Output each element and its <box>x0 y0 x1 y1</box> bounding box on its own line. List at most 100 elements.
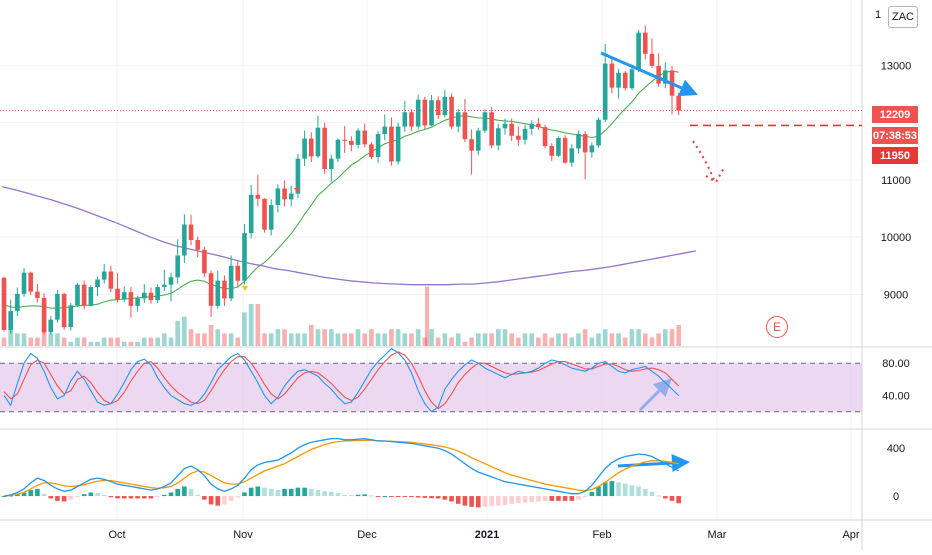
price-tick-label: 10000 <box>881 232 912 244</box>
candle-body <box>335 139 341 159</box>
candle-body <box>242 233 247 281</box>
macd-histogram-bar <box>182 486 187 497</box>
candle-body <box>542 127 548 147</box>
volume-bar <box>542 333 548 346</box>
macd-histogram-bar <box>375 496 381 498</box>
volume-bar <box>549 337 555 346</box>
volume-bar <box>35 337 40 346</box>
volume-bar <box>315 329 321 346</box>
candle-body <box>28 272 34 292</box>
macd-histogram-bar <box>669 496 675 501</box>
macd-histogram-bar <box>449 496 454 502</box>
candle-body <box>228 265 234 299</box>
candle-body <box>322 127 327 169</box>
macd-histogram-bar <box>482 496 488 507</box>
stochastic-d-line <box>3 351 680 410</box>
candle-body <box>596 119 601 146</box>
candle-body <box>208 273 214 306</box>
volume-bar <box>382 333 388 346</box>
volume-bar <box>422 337 428 346</box>
macd-histogram-bar <box>115 496 120 499</box>
candle-body <box>342 139 347 141</box>
candle-body <box>636 32 641 70</box>
candle-body <box>35 291 40 298</box>
macd-histogram-bar <box>389 496 394 498</box>
volume-bar <box>669 329 675 346</box>
macd-histogram-bar <box>148 496 154 499</box>
macd-histogram-bar <box>429 496 434 499</box>
volume-bar <box>522 333 528 346</box>
volume-bar <box>195 333 201 346</box>
volume-bar <box>562 333 568 346</box>
macd-histogram-bar <box>1 496 7 498</box>
volume-bar <box>602 329 608 346</box>
volume-bar <box>355 329 361 346</box>
macd-histogram-bar <box>663 496 668 499</box>
volume-bar <box>135 341 140 346</box>
volume-bar <box>402 333 408 346</box>
macd-signal-line <box>3 439 679 497</box>
candle-body <box>48 319 54 333</box>
macd-histogram-bar <box>475 496 481 508</box>
candle-body <box>442 96 448 116</box>
candle-body <box>88 286 94 306</box>
earnings-badge[interactable]: E <box>766 316 788 338</box>
macd-histogram-bar <box>369 495 374 497</box>
macd-histogram-bar <box>155 496 160 498</box>
volume-bar <box>616 333 621 346</box>
candle-body <box>55 293 60 320</box>
candle-body <box>449 96 454 127</box>
candle-body <box>222 280 227 299</box>
volume-bar <box>268 333 274 346</box>
volume-bar <box>288 333 294 346</box>
time-tick-label: Dec <box>357 529 377 541</box>
volume-bar <box>375 333 381 346</box>
macd-histogram-bar <box>228 496 234 501</box>
macd-histogram-bar <box>35 488 40 497</box>
volume-bar <box>335 333 341 346</box>
volume-bar <box>429 329 434 346</box>
candle-body <box>516 135 521 140</box>
macd-histogram-bar <box>141 496 147 499</box>
macd-histogram-bar <box>609 481 615 497</box>
macd-histogram-bar <box>522 496 528 503</box>
macd-histogram-bar <box>435 496 441 499</box>
macd-histogram-bar <box>121 496 127 499</box>
macd-histogram-bar <box>222 496 227 505</box>
macd-histogram-bar <box>28 490 34 497</box>
volume-bar <box>55 333 60 346</box>
candle-body <box>489 112 494 146</box>
candle-body <box>509 123 514 136</box>
time-tick-label: Apr <box>842 529 859 541</box>
macd-histogram-bar <box>455 496 461 504</box>
volume-bar <box>88 341 94 346</box>
macd-histogram-bar <box>602 482 608 497</box>
volume-bar <box>175 320 180 346</box>
macd-histogram-bar <box>676 496 681 504</box>
volume-bar <box>449 337 454 346</box>
volume-bar <box>182 316 187 346</box>
macd-histogram-bar <box>362 494 368 497</box>
macd-histogram-bar <box>175 488 180 497</box>
macd-histogram-bar <box>395 496 401 498</box>
macd-histogram-bar <box>195 494 201 497</box>
candle-body <box>355 130 361 145</box>
macd-histogram-bar <box>596 486 601 497</box>
candle-body <box>589 145 595 153</box>
volume-bar <box>636 329 641 346</box>
candle-body <box>455 112 461 127</box>
candle-body <box>562 138 568 163</box>
macd-histogram-bar <box>268 488 274 497</box>
candle-body <box>556 138 561 156</box>
candle-body <box>162 284 167 287</box>
volume-bar <box>576 333 581 346</box>
candle-body <box>21 272 27 294</box>
countdown-tag: 07:38:53 <box>872 127 918 144</box>
volume-bar <box>302 333 307 346</box>
volume-bar <box>516 337 521 346</box>
candle-body <box>622 72 628 89</box>
macd-histogram-bar <box>442 496 448 500</box>
price-tick-label: 11000 <box>881 175 911 187</box>
price-tick-label-partial: 1 <box>875 9 881 21</box>
symbol-badge[interactable]: ZAC <box>888 6 918 28</box>
